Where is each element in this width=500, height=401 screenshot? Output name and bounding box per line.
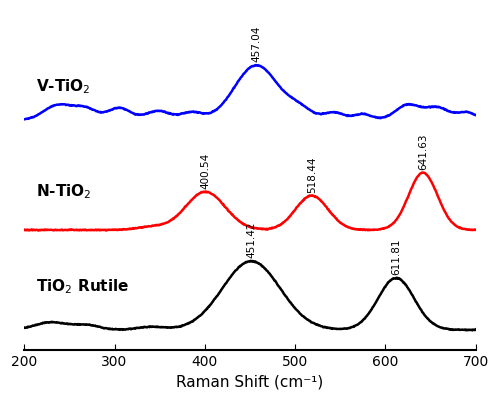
Text: 451.42: 451.42 [246, 222, 256, 258]
Text: 518.44: 518.44 [307, 156, 317, 192]
Text: 400.54: 400.54 [200, 153, 210, 189]
Text: V-TiO$_2$: V-TiO$_2$ [36, 77, 90, 96]
Text: 641.63: 641.63 [418, 133, 428, 170]
Text: TiO$_2$ Rutile: TiO$_2$ Rutile [36, 277, 129, 296]
X-axis label: Raman Shift (cm⁻¹): Raman Shift (cm⁻¹) [176, 375, 324, 390]
Text: 611.81: 611.81 [391, 239, 401, 275]
Text: N-TiO$_2$: N-TiO$_2$ [36, 182, 92, 201]
Text: 457.04: 457.04 [252, 26, 262, 62]
